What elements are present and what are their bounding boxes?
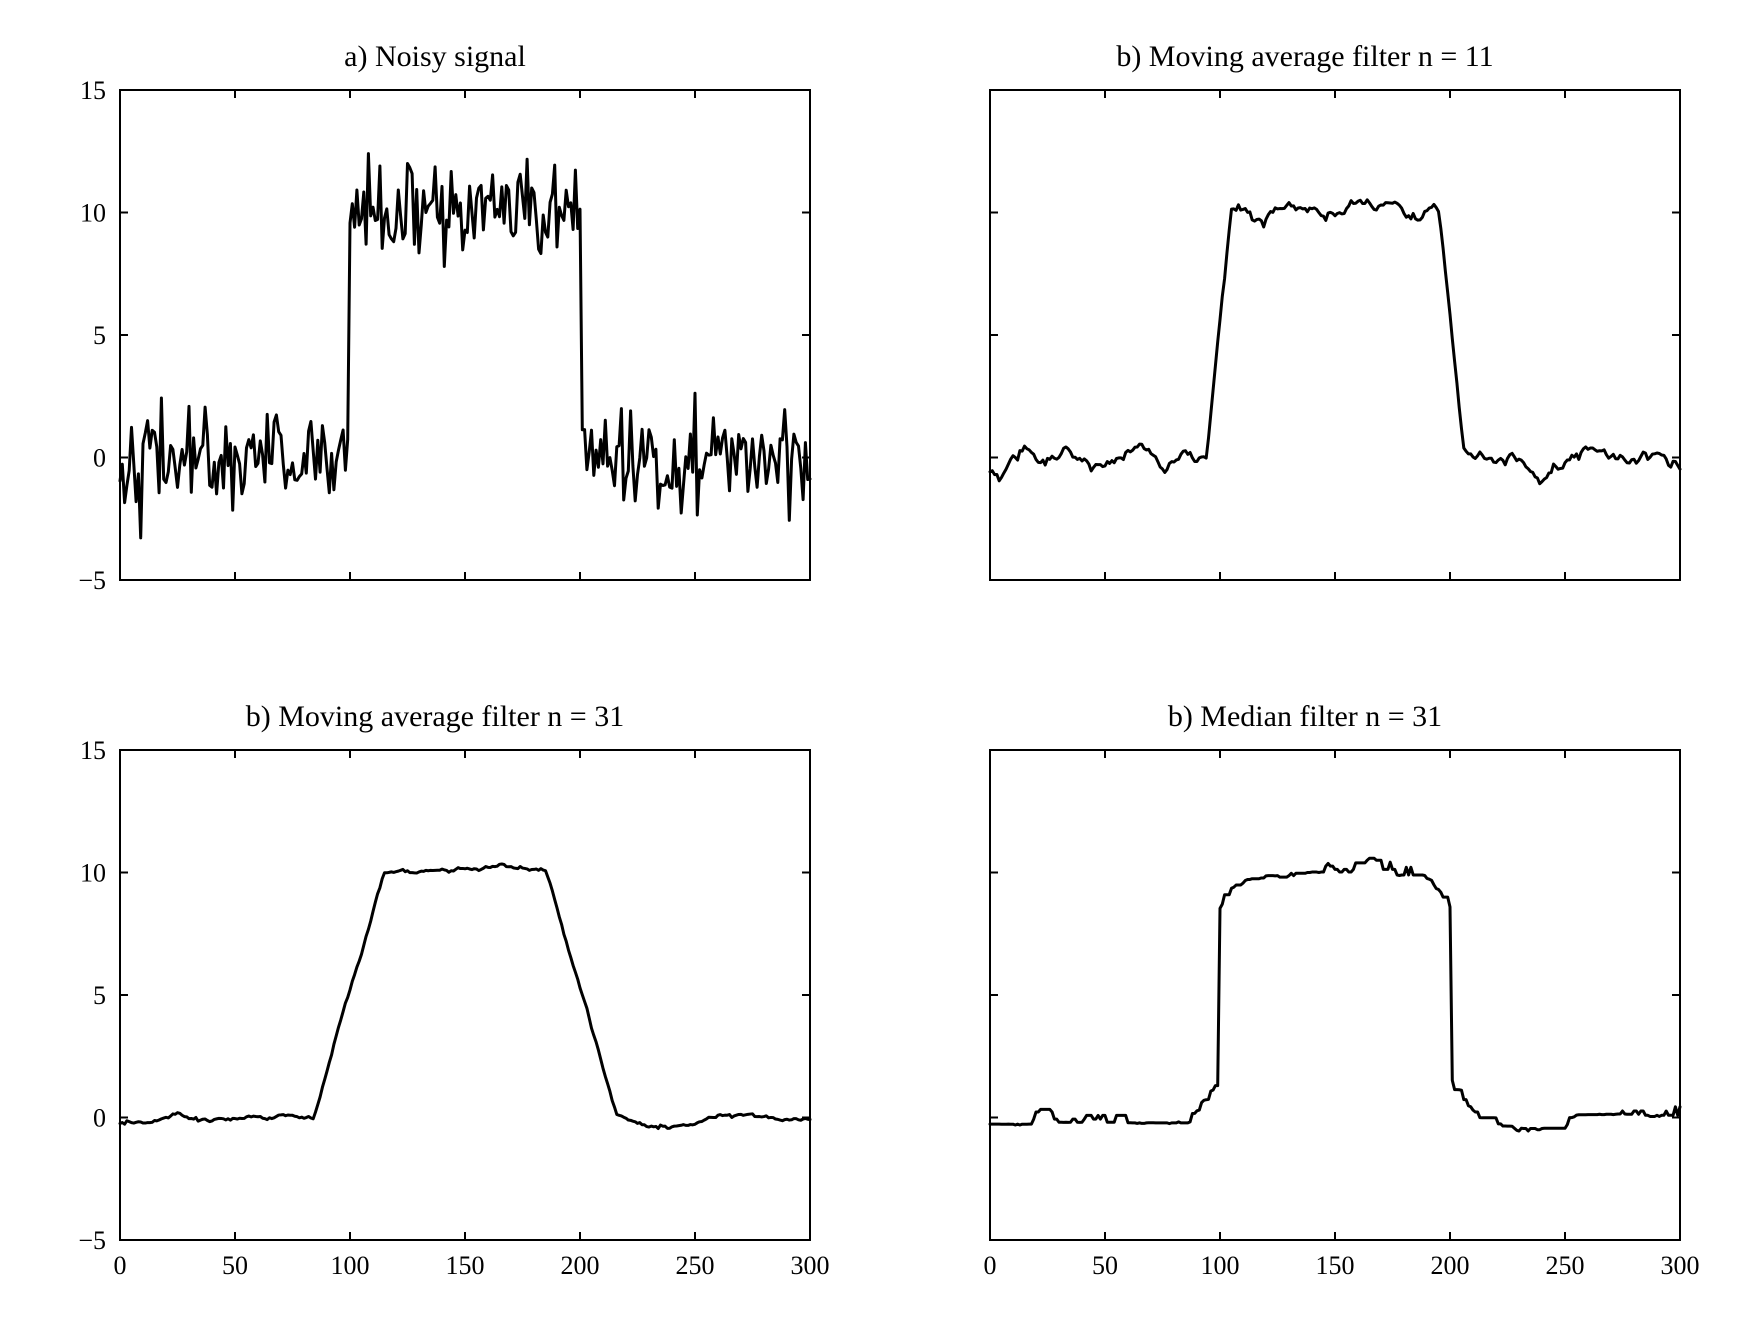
svg-text:250: 250 [1546,1251,1585,1280]
panel-ma11: b) Moving average filter n = 11 [910,40,1700,640]
plot-area: 0 50 100 150 200 250 300 [910,740,1700,1300]
svg-text:150: 150 [446,1251,485,1280]
series-line [120,154,810,538]
svg-text:0: 0 [984,1251,997,1280]
svg-text:50: 50 [222,1251,248,1280]
svg-text:150: 150 [1316,1251,1355,1280]
svg-text:15: 15 [80,80,106,105]
svg-text:300: 300 [791,1251,830,1280]
svg-text:10: 10 [80,859,106,888]
svg-text:0: 0 [93,1104,106,1133]
svg-text:5: 5 [93,321,106,350]
svg-text:50: 50 [1092,1251,1118,1280]
panel-title: b) Moving average filter n = 11 [1116,40,1493,74]
svg-text:200: 200 [1431,1251,1470,1280]
svg-text:0: 0 [93,444,106,473]
svg-text:5: 5 [93,981,106,1010]
svg-text:−5: −5 [78,1226,106,1255]
svg-text:100: 100 [331,1251,370,1280]
svg-text:100: 100 [1201,1251,1240,1280]
svg-text:250: 250 [676,1251,715,1280]
chart-grid: a) Noisy signal −5 0 5 10 15 b) Moving average… [40,40,1700,1281]
svg-text:300: 300 [1661,1251,1700,1280]
panel-title: b) Moving average filter n = 31 [246,700,624,734]
plot-area [910,80,1700,640]
panel-ma31: b) Moving average filter n = 31050100150… [40,700,830,1300]
svg-text:−5: −5 [78,566,106,595]
panel-title: a) Noisy signal [344,40,526,74]
panel-title: b) Median filter n = 31 [1168,700,1442,734]
series-line [120,864,810,1129]
svg-text:15: 15 [80,740,106,765]
svg-text:0: 0 [114,1251,127,1280]
series-line [990,200,1680,484]
svg-text:200: 200 [561,1251,600,1280]
svg-text:10: 10 [80,199,106,228]
series-line [990,858,1680,1131]
panel-med31: b) Median filter n = 31 0 50 100 150 200 250 30… [910,700,1700,1300]
plot-area: −5 0 5 10 15 [40,80,830,640]
plot-area: 0 50 100 150 200 250 300 −5 0 5 10 15 [40,740,830,1300]
panel-noisy: a) Noisy signal −5 0 5 10 15 [40,40,830,640]
